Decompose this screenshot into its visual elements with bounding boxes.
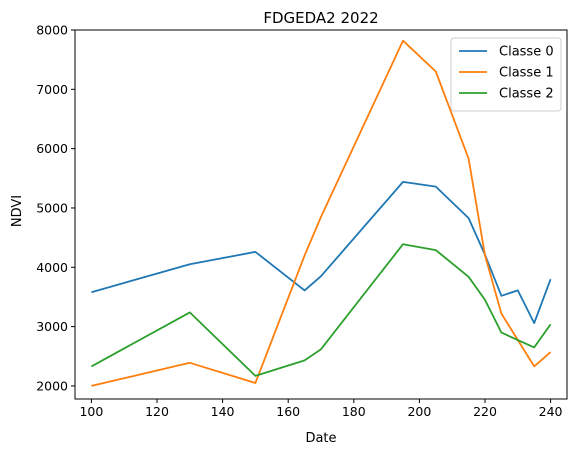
legend-label-0: Classe 0 — [499, 45, 554, 60]
x-tick-label: 120 — [145, 404, 169, 419]
chart-title: FDGEDA2 2022 — [263, 9, 378, 27]
legend: Classe 0 Classe 1 Classe 2 — [450, 37, 562, 112]
y-tick-label: 8000 — [36, 23, 68, 38]
y-tick-label: 3000 — [36, 319, 68, 334]
x-tick-label: 160 — [276, 404, 300, 419]
y-axis-label: NDVI — [10, 195, 25, 227]
x-tick-label: 240 — [539, 404, 563, 419]
legend-label-1: Classe 1 — [499, 66, 554, 81]
y-tick-label: 4000 — [36, 260, 68, 275]
series-line-0 — [91, 181, 552, 324]
x-tick-label: 100 — [79, 404, 103, 419]
x-tick-label: 220 — [473, 404, 497, 419]
series-line-2 — [90, 243, 552, 377]
x-tick-label: 140 — [211, 404, 235, 419]
plot-area — [74, 29, 568, 400]
x-tick-label: 200 — [407, 404, 431, 419]
y-tick-label: 2000 — [36, 378, 68, 393]
x-axis-label: Date — [305, 431, 336, 446]
series-line-1 — [91, 39, 552, 387]
y-tick-label: 5000 — [36, 200, 68, 215]
y-axis: 2000 3000 4000 5000 6000 7000 8000 — [36, 23, 75, 393]
y-tick-label: 6000 — [36, 141, 68, 156]
y-tick-label: 7000 — [36, 82, 68, 97]
x-axis: 100 120 140 160 180 200 220 240 — [79, 399, 563, 419]
plot-frame — [74, 29, 568, 400]
x-tick-label: 180 — [342, 404, 366, 419]
legend-label-2: Classe 2 — [499, 87, 554, 102]
